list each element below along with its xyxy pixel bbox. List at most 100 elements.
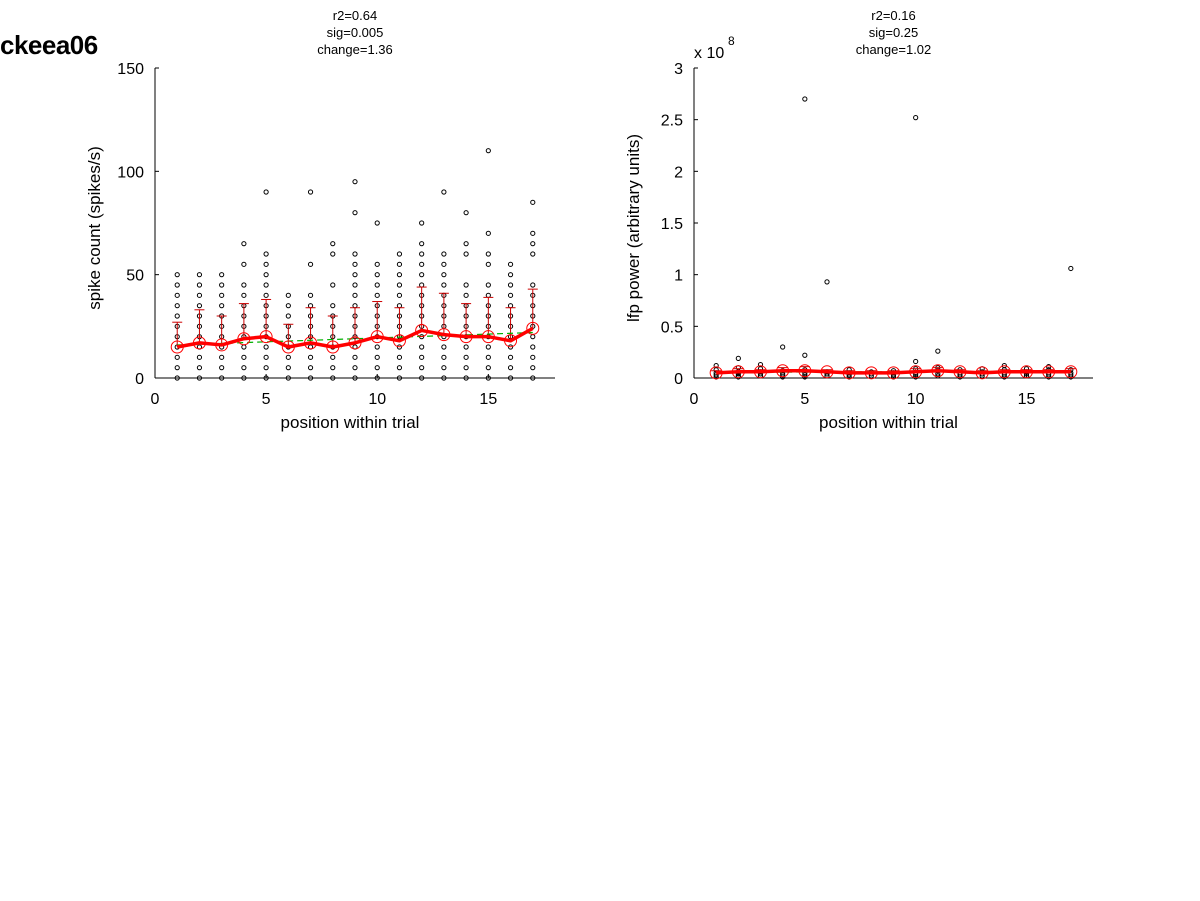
raw-data-point xyxy=(485,375,491,381)
raw-data-point xyxy=(352,375,358,381)
raw-data-point xyxy=(507,375,514,381)
raw-data-point xyxy=(530,199,536,205)
raw-data-point xyxy=(530,251,536,257)
raw-data-point xyxy=(352,179,358,185)
mean-marker xyxy=(1042,365,1056,379)
raw-data-point xyxy=(263,261,269,267)
raw-data-point xyxy=(824,279,830,285)
mean-marker xyxy=(709,366,723,380)
raw-data-point xyxy=(530,241,536,247)
raw-data-point xyxy=(441,282,447,288)
raw-data-point xyxy=(735,355,741,361)
raw-data-point xyxy=(485,344,491,350)
raw-data-point xyxy=(219,292,225,298)
raw-data-point xyxy=(507,365,514,371)
raw-data-point xyxy=(352,261,358,267)
raw-data-point xyxy=(352,282,358,288)
raw-data-point xyxy=(285,375,291,381)
mean-marker xyxy=(820,365,834,379)
mean-marker xyxy=(842,366,856,380)
mean-marker xyxy=(731,365,745,379)
raw-data-point xyxy=(396,251,403,257)
x-tick-label: 0 xyxy=(690,391,699,408)
raw-data-point xyxy=(485,365,491,371)
raw-data-point xyxy=(219,375,225,381)
raw-data-point xyxy=(374,344,380,350)
x-tick-label: 10 xyxy=(907,391,925,408)
raw-data-point xyxy=(396,282,403,288)
chart-title-line: change=1.36 xyxy=(317,42,393,57)
raw-data-point xyxy=(241,282,247,288)
raw-data-point xyxy=(441,354,447,360)
chart-title-line: sig=0.005 xyxy=(327,25,384,40)
raw-data-point xyxy=(219,282,225,288)
chart-title-line: r2=0.16 xyxy=(871,8,915,23)
raw-data-point xyxy=(530,354,536,360)
raw-data-point xyxy=(219,272,225,278)
raw-data-point xyxy=(352,251,358,257)
raw-data-point xyxy=(263,282,269,288)
raw-data-point xyxy=(174,354,180,360)
raw-data-point xyxy=(441,344,447,350)
mean-marker xyxy=(975,366,989,380)
raw-data-point xyxy=(530,375,536,381)
raw-data-point xyxy=(485,148,491,154)
raw-data-point xyxy=(463,210,469,216)
mean-marker xyxy=(997,365,1011,379)
raw-data-point xyxy=(352,272,358,278)
raw-data-point xyxy=(307,375,314,381)
y-tick-label: 3 xyxy=(674,61,683,78)
raw-data-point xyxy=(396,272,403,278)
raw-data-point xyxy=(396,344,403,350)
raw-data-point xyxy=(174,375,180,381)
raw-data-point xyxy=(419,241,425,247)
raw-data-point xyxy=(285,365,291,371)
raw-data-point xyxy=(196,282,203,288)
raw-data-point xyxy=(485,354,491,360)
mean-marker xyxy=(864,366,878,380)
x-tick-label: 0 xyxy=(151,391,160,408)
raw-data-point xyxy=(802,96,808,102)
raw-data-point xyxy=(441,365,447,371)
raw-data-point xyxy=(196,375,203,381)
raw-data-point xyxy=(174,272,180,278)
raw-data-point xyxy=(713,363,719,369)
mean-marker xyxy=(1020,365,1033,379)
raw-data-point xyxy=(419,365,425,371)
x-axis-label: position within trial xyxy=(281,413,420,432)
mean-marker xyxy=(304,336,318,350)
chart-title-line: sig=0.25 xyxy=(869,25,919,40)
raw-data-point xyxy=(241,365,247,371)
raw-data-point xyxy=(352,354,358,360)
x-tick-label: 15 xyxy=(479,391,497,408)
raw-data-point xyxy=(530,230,536,236)
raw-data-point xyxy=(241,292,247,298)
unit-label: ckeea06 xyxy=(0,30,98,60)
raw-data-point xyxy=(507,282,514,288)
raw-data-point xyxy=(802,352,808,358)
raw-data-point xyxy=(174,313,180,319)
mean-marker xyxy=(192,336,206,350)
raw-data-point xyxy=(241,354,247,360)
raw-data-point xyxy=(374,220,380,226)
mean-marker xyxy=(1064,365,1078,379)
raw-data-point xyxy=(463,282,469,288)
raw-data-point xyxy=(352,365,358,371)
raw-data-point xyxy=(307,354,314,360)
raw-data-point xyxy=(441,261,447,267)
raw-data-point xyxy=(396,261,403,267)
mean-marker xyxy=(437,328,451,342)
y-tick-label: 1.5 xyxy=(661,216,683,233)
raw-data-point xyxy=(1001,363,1007,369)
raw-data-point xyxy=(913,115,919,121)
raw-data-point xyxy=(507,344,514,350)
x-tick-label: 10 xyxy=(368,391,386,408)
raw-data-point xyxy=(935,348,941,354)
raw-data-point xyxy=(441,251,447,257)
raw-data-point xyxy=(530,344,536,350)
raw-data-point xyxy=(263,292,269,298)
mean-line xyxy=(716,369,1071,375)
raw-data-point xyxy=(419,375,425,381)
raw-data-point xyxy=(196,365,203,371)
raw-data-point xyxy=(174,303,180,309)
